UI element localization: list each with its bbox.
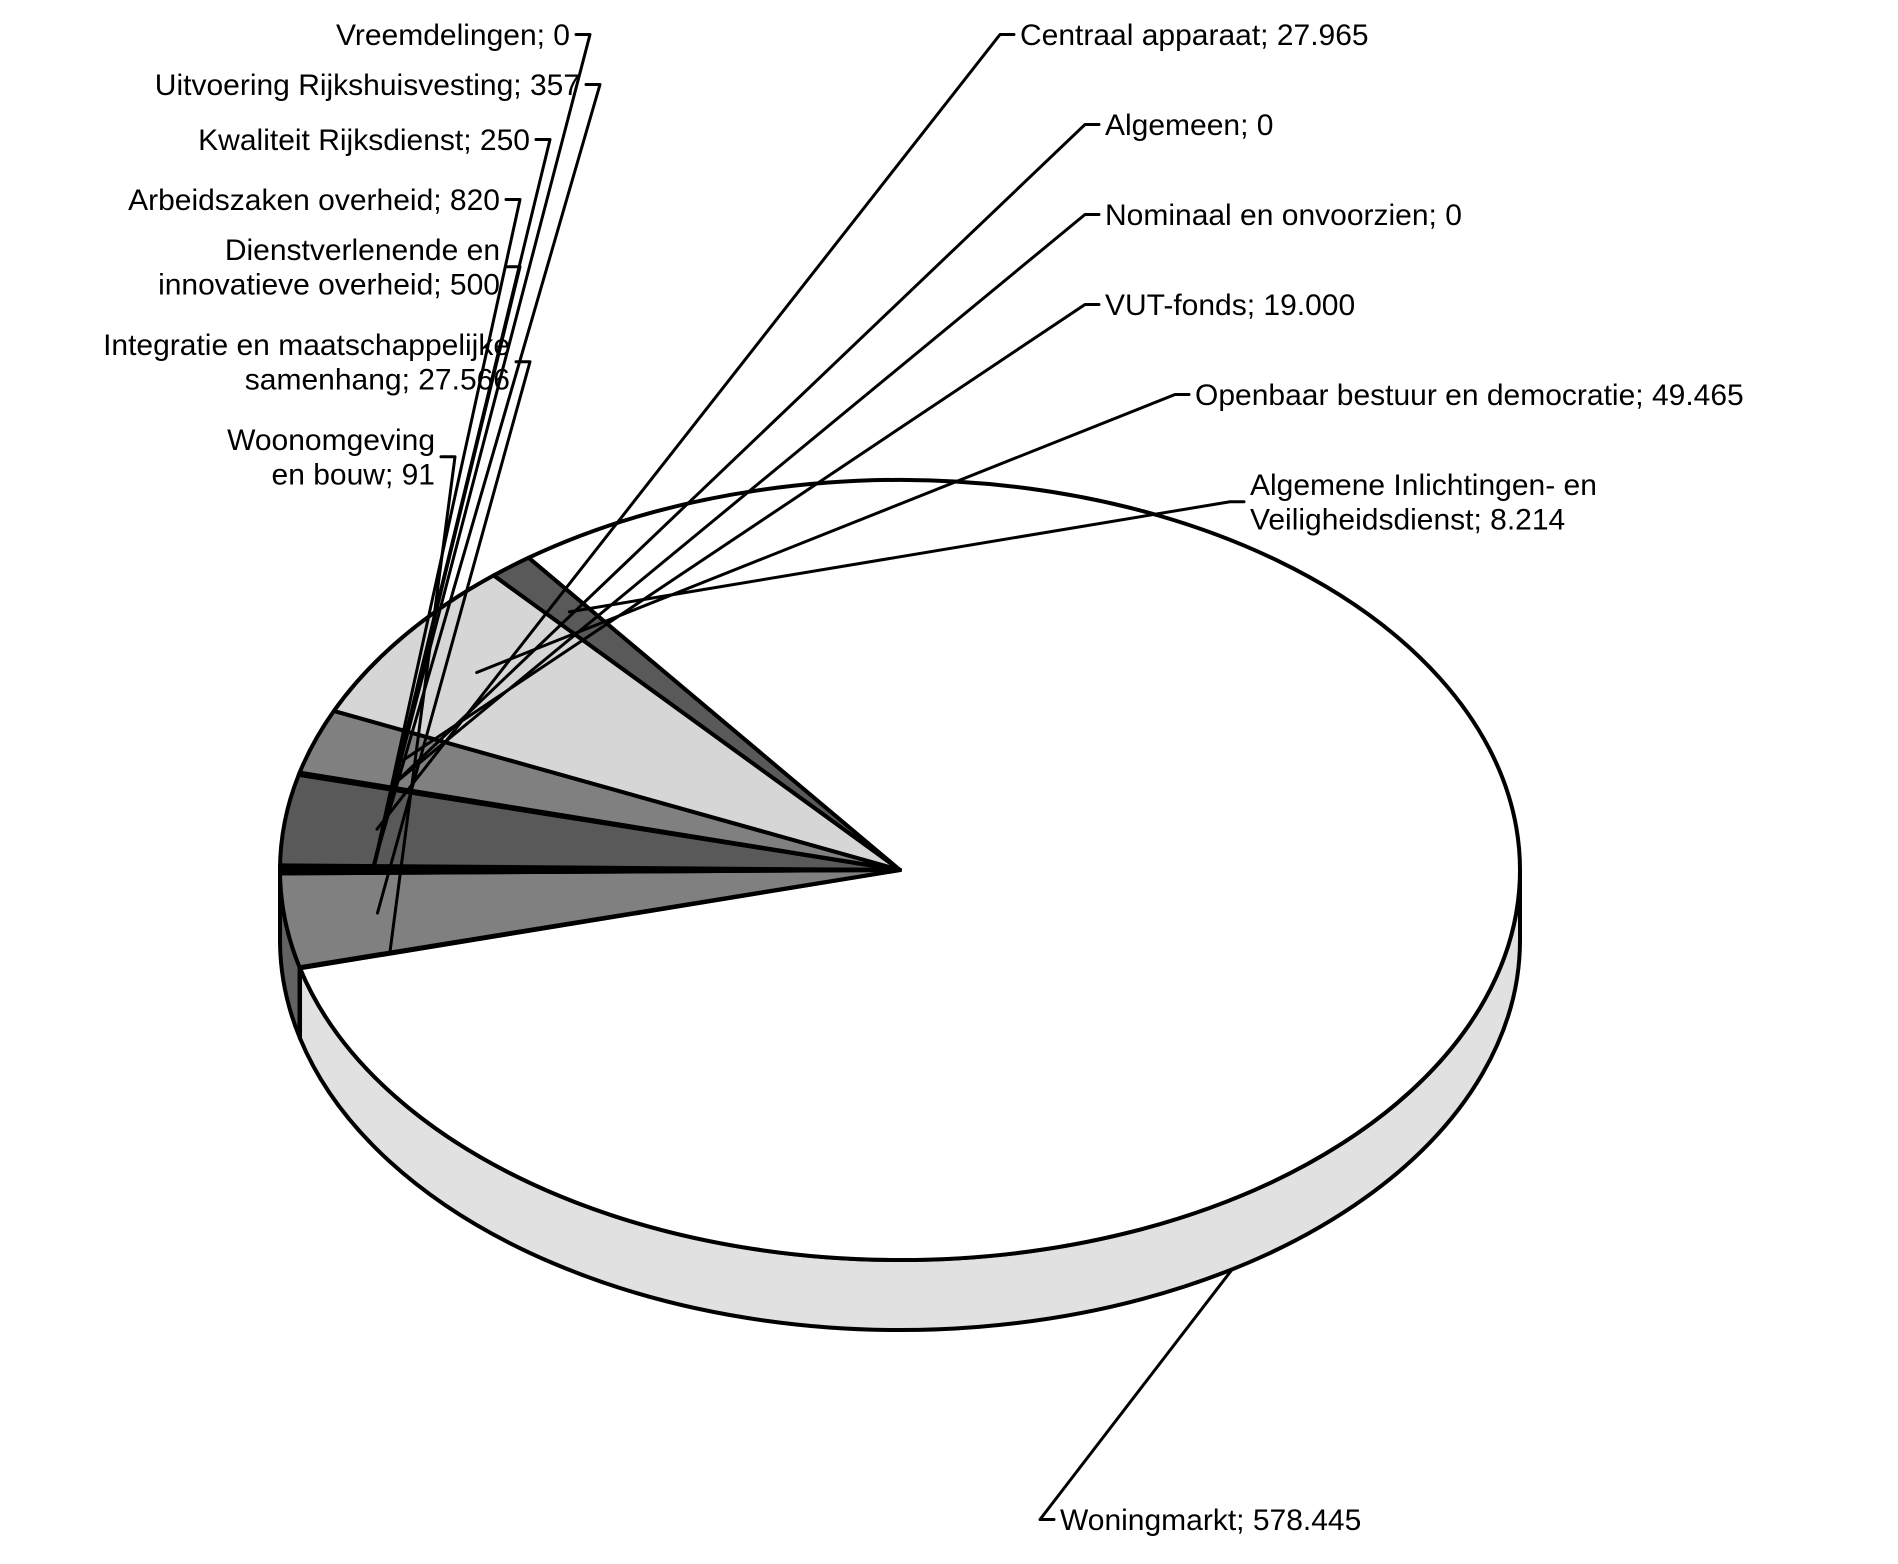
slice-label: Woningmarkt; 578.445 xyxy=(1060,1504,1361,1537)
slice-label: Arbeidszaken overheid; 820 xyxy=(128,184,500,217)
slice-label: Algemeen; 0 xyxy=(1105,109,1273,142)
slice-label: Centraal apparaat; 27.965 xyxy=(1020,19,1369,52)
slice-label: Nominaal en onvoorzien; 0 xyxy=(1105,199,1462,232)
pie-chart-3d: Centraal apparaat; 27.965 Algemeen; 0 Nomi… xyxy=(0,0,1898,1564)
slice-label: Algemene Inlichtingen- enVeiligheidsdien… xyxy=(1250,469,1597,537)
slice-label: Integratie en maatschappelijkesamenhang;… xyxy=(103,329,510,397)
slice-label: VUT-fonds; 19.000 xyxy=(1105,289,1355,322)
slice-label: Woonomgevingen bouw; 91 xyxy=(227,424,435,492)
slice-label: Kwaliteit Rijksdienst; 250 xyxy=(198,124,530,157)
slice-label: Openbaar bestuur en democratie; 49.465 xyxy=(1195,379,1744,412)
slice-label: Vreemdelingen; 0 xyxy=(336,19,570,52)
slice-label: Uitvoering Rijkshuisvesting; 357 xyxy=(155,69,580,102)
slice-label: Dienstverlenende eninnovatieve overheid;… xyxy=(158,234,500,302)
